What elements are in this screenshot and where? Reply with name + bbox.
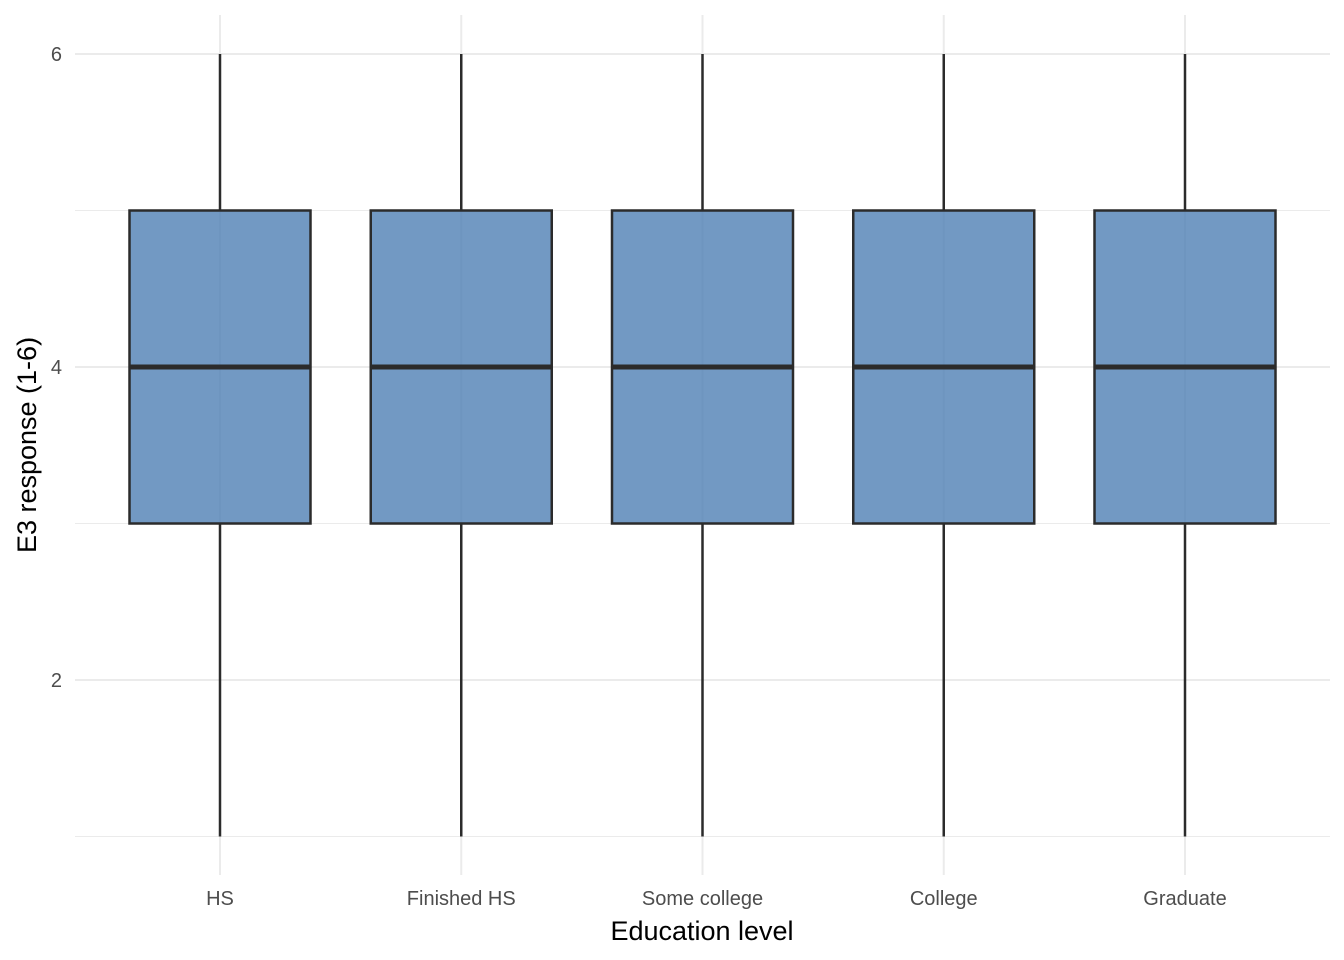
box-finished-hs: [369, 54, 553, 837]
x-tick-labels: HS Finished HS Some college College Graduate: [206, 888, 1227, 910]
y-tick-label: 2: [51, 670, 62, 692]
box-college: [852, 54, 1036, 837]
box-graduate: [1093, 54, 1277, 837]
box-some-college: [610, 54, 795, 837]
x-tick-label: College: [910, 888, 978, 910]
x-tick-label: Finished HS: [407, 888, 516, 910]
x-tick-label: Graduate: [1143, 888, 1226, 910]
x-tick-label: HS: [206, 888, 234, 910]
x-axis-title: Education level: [610, 916, 793, 946]
y-tick-label: 6: [51, 44, 62, 66]
x-tick-label: Some college: [642, 888, 763, 910]
boxes-layer: [128, 54, 1277, 837]
y-tick-labels: 2 4 6: [51, 44, 62, 692]
y-tick-label: 4: [51, 357, 62, 379]
box-hs: [128, 54, 312, 837]
y-axis-title: E3 response (1-6): [12, 337, 42, 553]
